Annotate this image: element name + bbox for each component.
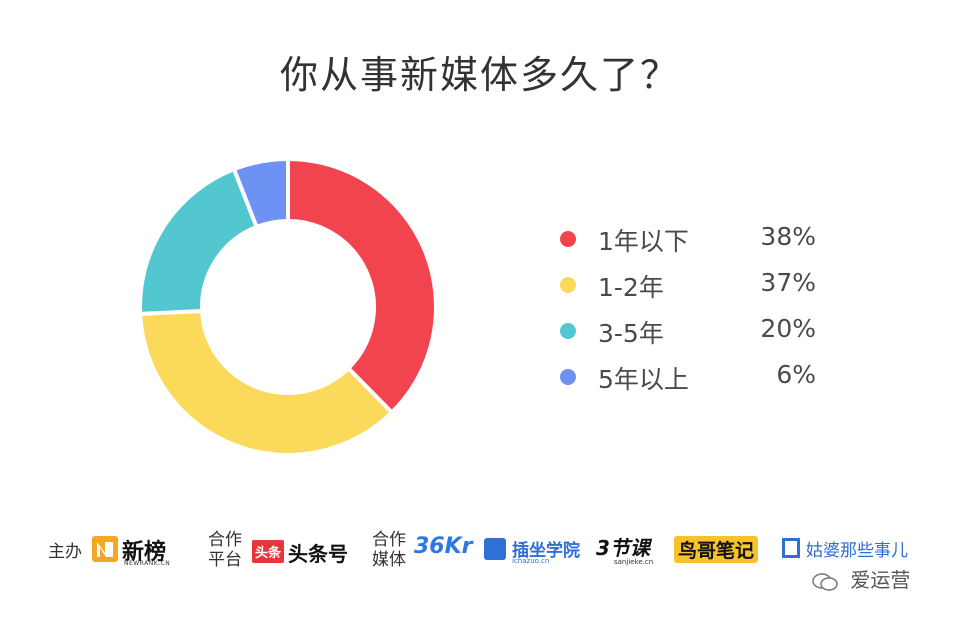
36kr-logo: 36Kr [414, 534, 473, 559]
legend-value: 37% [760, 268, 816, 297]
newrank-logo-text: 新榜 [122, 540, 167, 565]
host-label: 主办 [48, 542, 82, 562]
legend-swatch [560, 369, 576, 385]
platform-label: 合作平台 [208, 530, 242, 570]
chazuo-logo-text: 插坐学院 [512, 541, 580, 561]
newrank-logo-subtext: NEWRANK.CN [124, 560, 171, 567]
gupo-logo-text: 姑婆那些事儿 [806, 541, 908, 561]
sponsor-footer: 主办 新榜 NEWRANK.CN 合作平台 头条 头条号 合作媒体 36Kr 插… [0, 520, 960, 620]
legend-label: 1年以下 [598, 227, 689, 256]
newrank-logo: 新榜 NEWRANK.CN [92, 534, 180, 568]
slice-3-5-years [138, 166, 260, 316]
legend-item-1-2-years: 1-2年 37% [560, 268, 830, 314]
legend-label: 5年以上 [598, 365, 689, 394]
wechat-icon [812, 572, 838, 591]
legend-value: 20% [760, 314, 816, 343]
slice-over-5-years [231, 156, 290, 230]
sanjieke-logo-subtext: sanjieke.cn [614, 558, 654, 566]
legend-value: 38% [760, 222, 816, 251]
chazuo-logo: 插坐学院 ichazuo.cn [484, 536, 584, 566]
wechat-account-name: 爱运营 [850, 568, 911, 592]
legend-label: 3-5年 [598, 319, 664, 348]
niaoge-logo: 鸟哥笔记 [674, 536, 759, 563]
chazuo-logo-subtext: ichazuo.cn [512, 557, 550, 565]
legend-item-3-5-years: 3-5年 20% [560, 314, 830, 360]
legend-value: 6% [776, 360, 816, 389]
wechat-watermark: 爱运营 [812, 564, 910, 593]
chart-legend: 1年以下 38% 1-2年 37% 3-5年 20% 5年以上 6% [560, 222, 830, 406]
slice-1-2-years [138, 308, 395, 457]
legend-swatch [560, 277, 576, 293]
sanjieke-logo: 3节课 sanjieke.cn [596, 532, 666, 568]
legend-label: 1-2年 [598, 273, 664, 302]
chazuo-icon [484, 538, 506, 560]
gupo-icon [782, 538, 800, 558]
slice-less-than-1-year [286, 156, 438, 416]
legend-item-over-5-years: 5年以上 6% [560, 360, 830, 406]
gupo-logo: 姑婆那些事儿 [782, 536, 922, 564]
legend-item-less-than-1-year: 1年以下 38% [560, 222, 830, 268]
toutiao-logo-text: 头条号 [288, 542, 348, 566]
toutiao-logo: 头条 头条号 [252, 538, 350, 566]
legend-swatch [560, 231, 576, 247]
legend-swatch [560, 323, 576, 339]
sanjieke-logo-text: 3节课 [596, 536, 650, 560]
media-label: 合作媒体 [372, 530, 406, 570]
chart-title: 你从事新媒体多久了？ [279, 53, 680, 97]
toutiao-badge: 头条 [252, 540, 285, 563]
newrank-mark-icon [92, 536, 118, 562]
